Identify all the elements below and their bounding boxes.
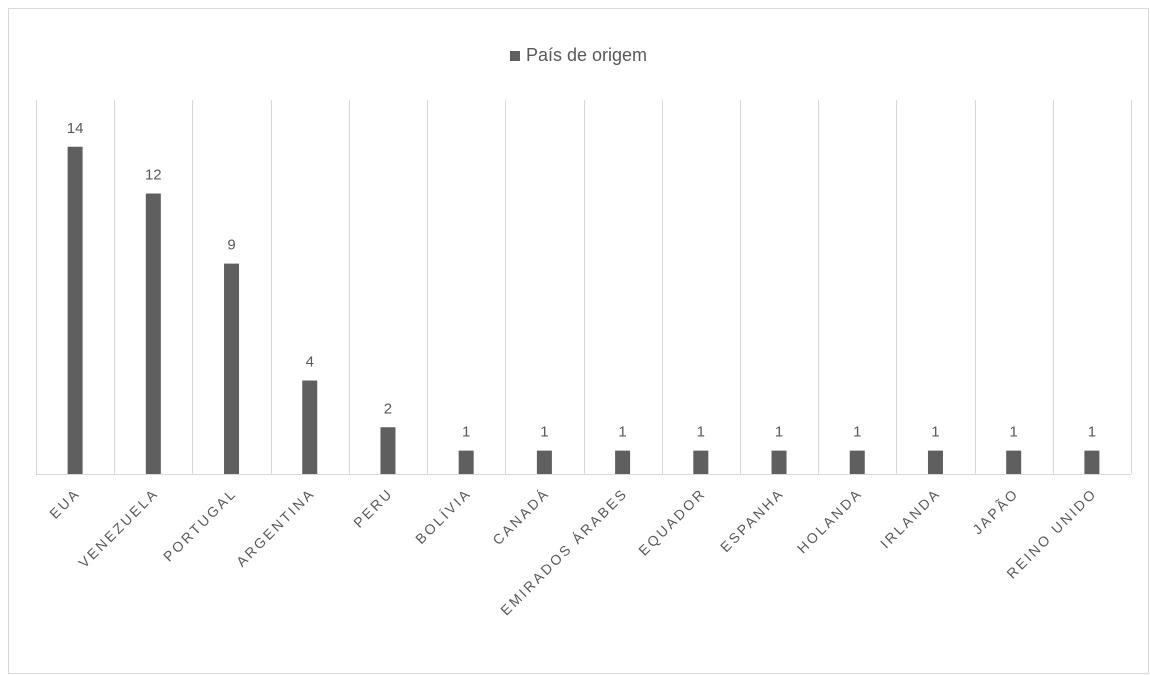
bar (1006, 450, 1022, 474)
bar (302, 380, 318, 474)
bar (927, 450, 943, 474)
x-tick-label: IRLANDA (877, 485, 944, 552)
legend: País de origem (9, 45, 1148, 66)
bar (145, 193, 161, 474)
legend-swatch (509, 50, 520, 61)
bar (693, 450, 709, 474)
data-label: 1 (1010, 424, 1018, 441)
bar (771, 450, 787, 474)
bar (67, 146, 83, 474)
x-tick-label: BOLÍVIA (412, 485, 474, 547)
bar (224, 263, 240, 474)
x-tick-label: CANADÁ (489, 485, 552, 548)
data-label: 1 (540, 424, 548, 441)
data-label: 1 (853, 424, 861, 441)
bar (380, 427, 396, 474)
legend-label: País de origem (525, 45, 648, 65)
bar (1084, 450, 1100, 474)
data-label: 1 (462, 424, 470, 441)
data-label: 4 (306, 354, 314, 371)
data-label: 12 (145, 167, 162, 184)
bar (458, 450, 474, 474)
x-tick-label: EMIRADOS ÁRABES (497, 485, 631, 619)
x-tick-label: JAPÃO (969, 485, 1022, 538)
bar (536, 450, 552, 474)
data-label: 1 (931, 424, 939, 441)
x-tick-label: ESPANHA (717, 485, 787, 555)
bar (615, 450, 631, 474)
x-tick-label: ARGENTINA (233, 485, 318, 570)
x-tick-label: EUA (46, 485, 83, 522)
data-label: 14 (67, 120, 84, 137)
chart-area: País de origem (8, 8, 1149, 674)
data-label: 1 (775, 424, 783, 441)
data-label: 1 (697, 424, 705, 441)
x-tick-label: PERU (350, 485, 396, 531)
x-tick-label: EQUADOR (635, 485, 709, 559)
data-label: 2 (384, 400, 392, 417)
data-label: 9 (227, 237, 235, 254)
x-tick-label: PORTUGAL (160, 485, 240, 565)
x-tick-label: HOLANDA (794, 485, 866, 557)
data-label: 1 (618, 424, 626, 441)
bar (849, 450, 865, 474)
x-tick-label: VENEZUELA (75, 485, 161, 571)
data-label: 1 (1088, 424, 1096, 441)
